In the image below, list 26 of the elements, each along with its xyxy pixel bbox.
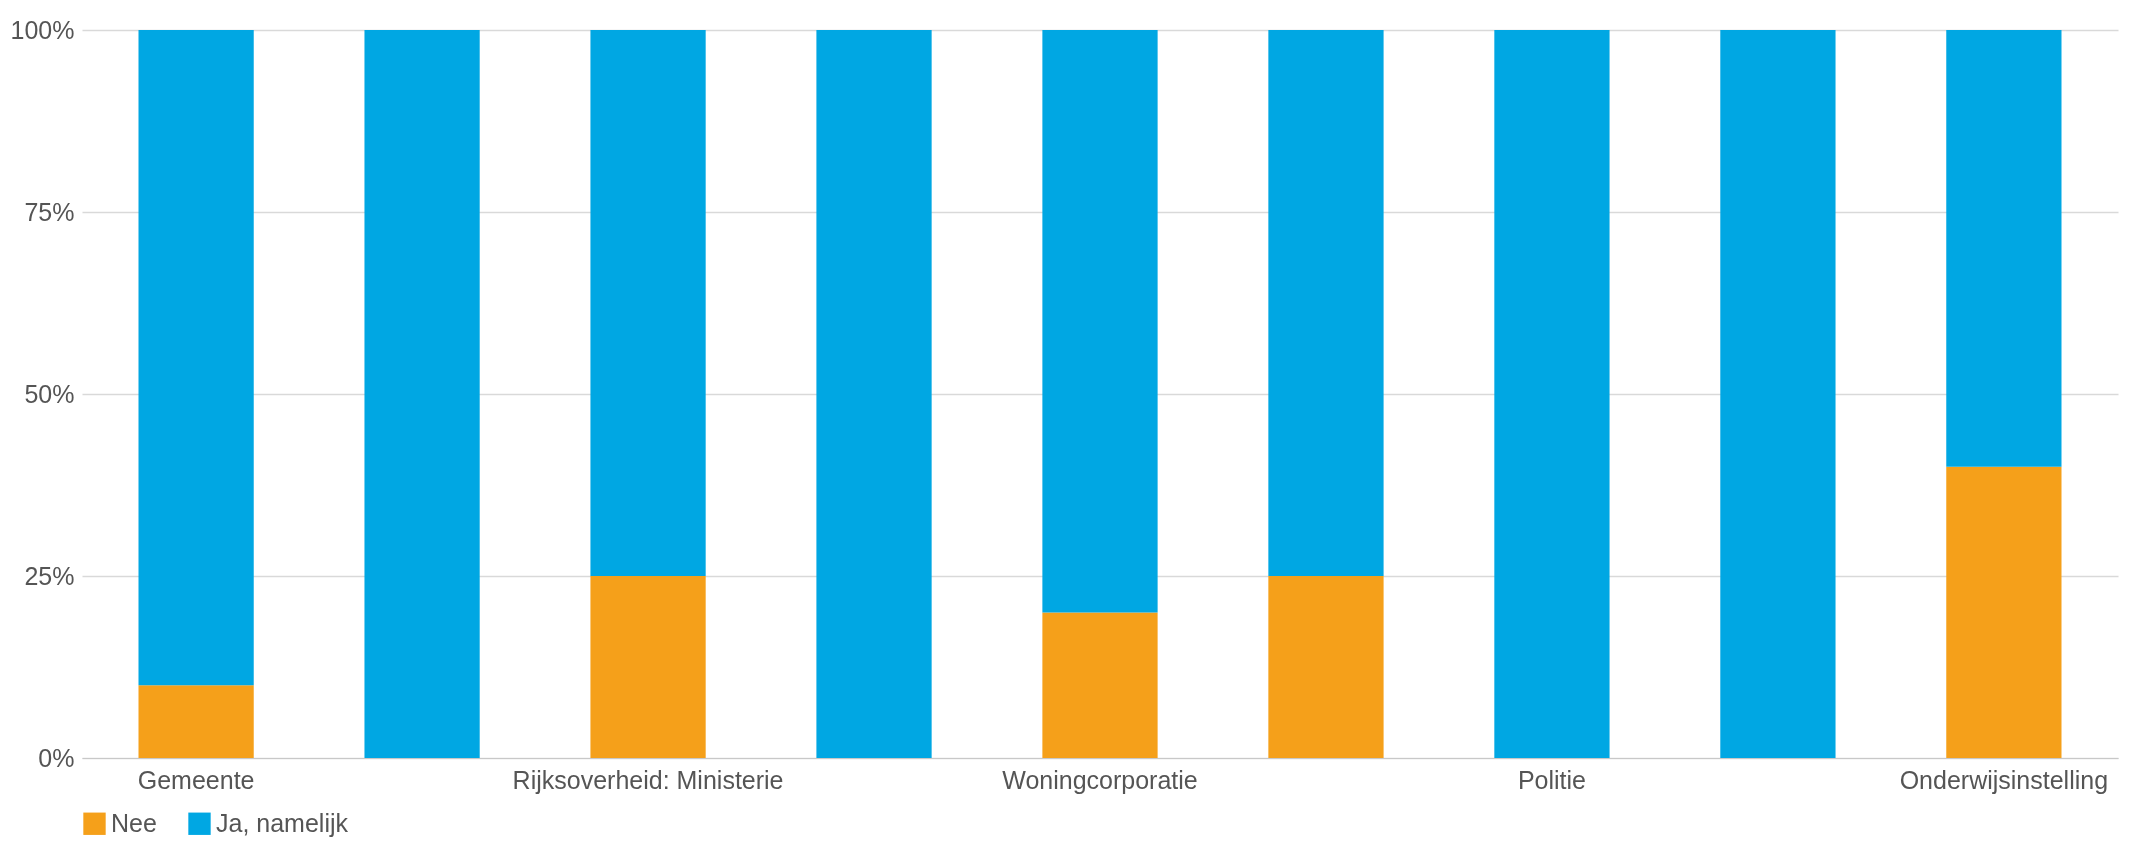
bar: [138, 30, 254, 686]
x-tick-label: Rijksoverheid: Ministerie: [512, 765, 784, 794]
y-tick-label: 0%: [38, 743, 75, 772]
x-tick-label: Politie: [1517, 765, 1586, 794]
bar: [1946, 466, 2062, 758]
bar: [1042, 612, 1158, 758]
bar: [590, 30, 706, 576]
bar: [1268, 576, 1384, 758]
bar: [816, 30, 932, 758]
bar: [1494, 30, 1610, 758]
x-tick-label: Gemeente: [137, 765, 255, 794]
legend-label: Nee: [111, 808, 157, 837]
x-tick-label: Onderwijsinstelling: [1899, 765, 2109, 794]
legend-label: Ja, namelijk: [216, 808, 349, 837]
y-tick-label: 75%: [24, 197, 75, 226]
bar: [364, 30, 480, 758]
bar: [590, 576, 706, 758]
y-tick-label: 25%: [24, 561, 75, 590]
bar: [138, 685, 254, 758]
bar: [1268, 30, 1384, 576]
y-tick-label: 50%: [24, 379, 75, 408]
x-tick-label: Woningcorporatie: [1002, 765, 1198, 794]
y-tick-label: 100%: [10, 15, 75, 44]
bar: [1946, 30, 2062, 467]
bar: [1042, 30, 1158, 613]
bar: [1720, 30, 1836, 758]
